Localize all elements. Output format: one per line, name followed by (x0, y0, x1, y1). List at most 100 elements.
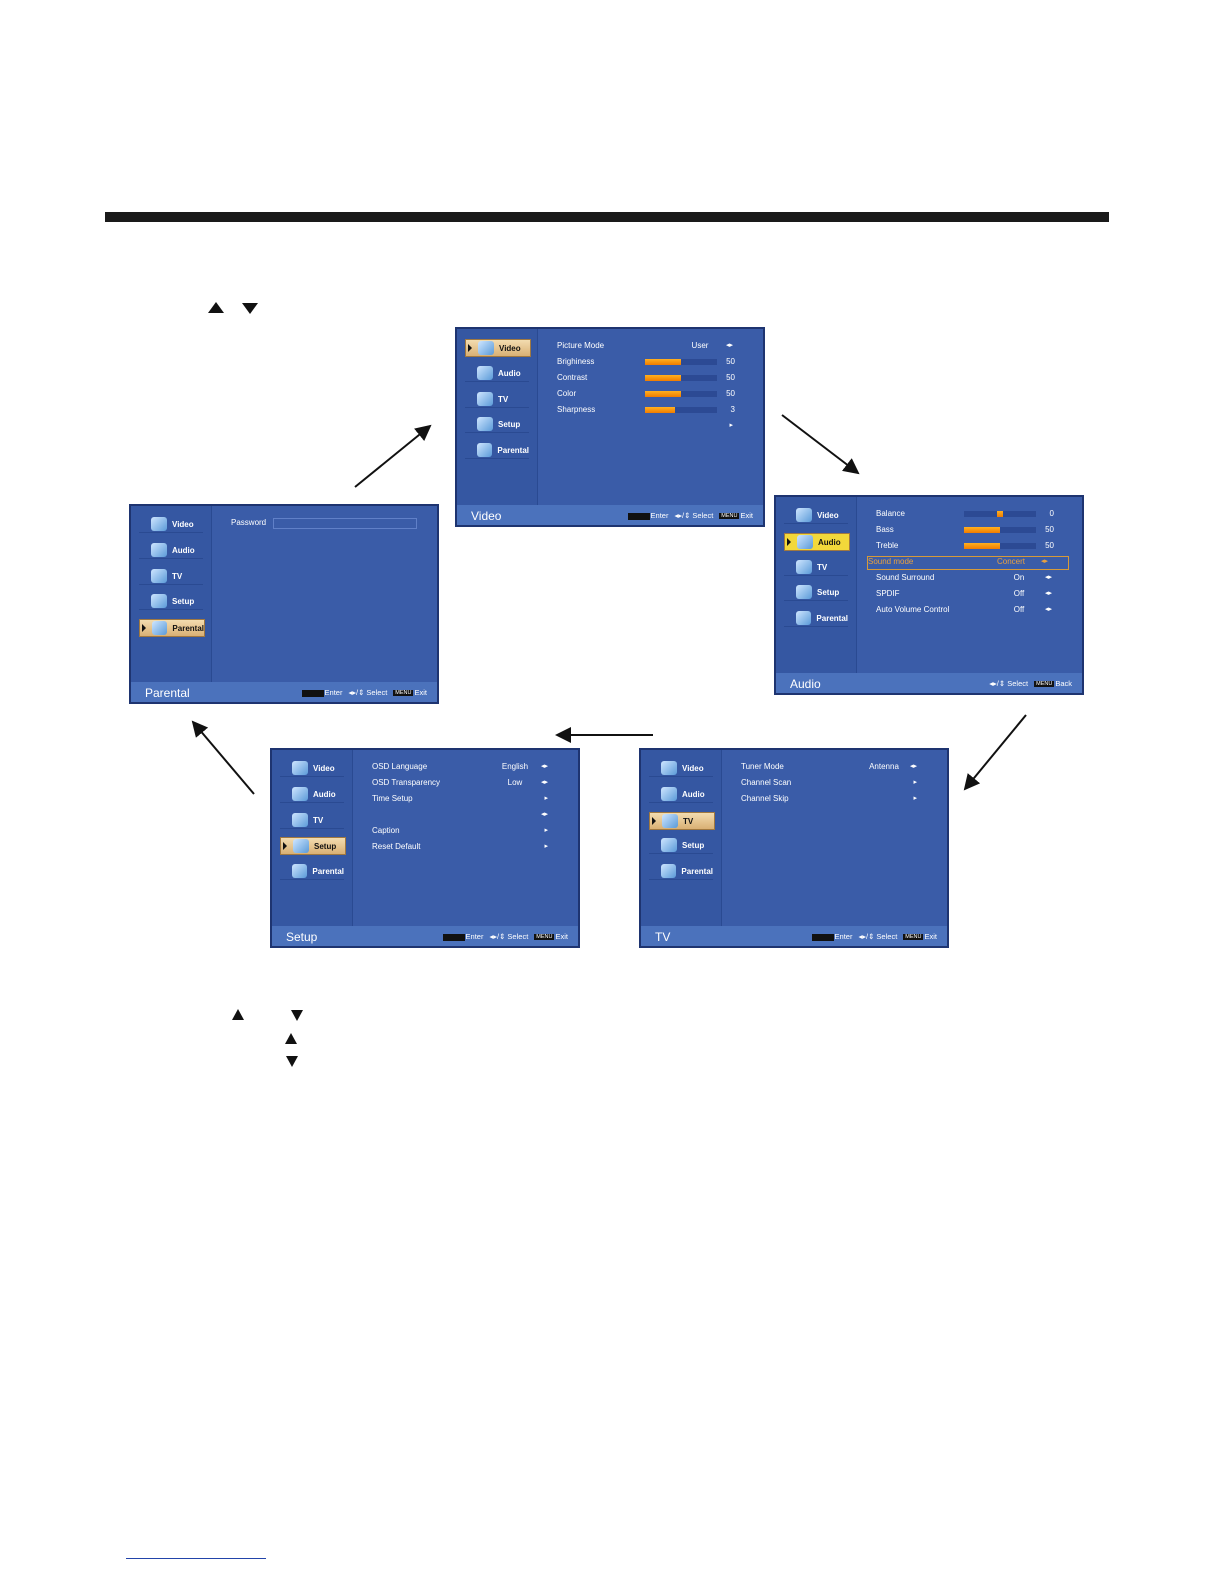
menu-item-audio[interactable]: Audio (784, 533, 850, 551)
menu-item-setup[interactable]: Setup (280, 837, 346, 855)
left-right-arrow-icon: ◂▸ (1044, 574, 1052, 581)
menu-item-label: Video (499, 343, 521, 353)
menu-item-setup[interactable]: Setup (784, 584, 848, 601)
setting-row[interactable]: Contrast 50 (557, 373, 753, 385)
menu-item-label: Video (313, 763, 335, 773)
submenu-arrow-icon: ▸ (544, 843, 548, 850)
caret-right-icon (468, 344, 472, 352)
setting-row[interactable]: Reset Default ▸ (372, 842, 568, 854)
setting-row[interactable]: ◂▸ (372, 810, 568, 822)
menu-item-video[interactable]: Video (139, 516, 203, 533)
setting-slider[interactable] (645, 391, 717, 397)
menu-item-tv[interactable]: TV (280, 812, 344, 829)
setting-label: Caption (372, 826, 400, 835)
menu-item-label: TV (683, 816, 694, 826)
setting-row[interactable]: Brighiness 50 (557, 357, 753, 369)
setting-row[interactable]: Password (231, 518, 427, 530)
hint-enter: Enter (811, 932, 852, 941)
setting-number: 3 (730, 405, 735, 414)
menu-item-tv[interactable]: TV (784, 559, 848, 576)
menu-item-setup[interactable]: Setup (139, 593, 203, 610)
setting-row[interactable]: Picture Mode User ◂▸ (557, 341, 753, 353)
setting-row[interactable]: OSD Transparency Low ◂▸ (372, 778, 568, 790)
menu-item-tv[interactable]: TV (465, 391, 529, 408)
setting-row[interactable]: ▸ (557, 421, 753, 433)
osd-title: Setup (286, 930, 318, 944)
menu-item-audio[interactable]: Audio (139, 542, 203, 559)
osd-footer: Parental Enter ◂▸/⇕ Select MENU Exit (131, 682, 437, 702)
menu-item-parental[interactable]: Parental (280, 863, 344, 880)
setting-row[interactable]: Bass 50 (876, 525, 1072, 537)
film-reel-icon (477, 392, 493, 406)
osd-title: TV (655, 930, 671, 944)
menu-item-audio[interactable]: Audio (649, 786, 713, 803)
setting-row[interactable]: Auto Volume Control Off ◂▸ (876, 605, 1072, 617)
submenu-arrow-icon: ▸ (544, 795, 548, 802)
setting-slider[interactable] (964, 511, 1036, 517)
setting-row[interactable]: Time Setup ▸ (372, 794, 568, 806)
setting-label: Sharpness (557, 405, 596, 414)
up-arrow-icon (232, 1009, 244, 1020)
setting-slider[interactable] (964, 543, 1036, 549)
menu-item-parental[interactable]: Parental (784, 610, 848, 627)
setting-slider[interactable] (645, 375, 717, 381)
setting-slider[interactable] (645, 407, 717, 413)
caret-right-icon (652, 817, 656, 825)
setting-number: 0 (1049, 509, 1054, 518)
menu-item-tv[interactable]: TV (649, 812, 715, 830)
setting-row[interactable]: Color 50 (557, 389, 753, 401)
osd-sidebar: Video Audio TV Setup Parental (776, 497, 857, 673)
menu-item-audio[interactable]: Audio (280, 786, 344, 803)
menu-item-audio[interactable]: Audio (465, 365, 529, 382)
speaker-icon (661, 787, 677, 801)
setting-label: OSD Transparency (372, 778, 441, 787)
setting-row[interactable]: Channel Skip ▸ (741, 794, 937, 806)
setting-slider[interactable] (964, 527, 1036, 533)
menu-item-video[interactable]: Video (465, 339, 531, 357)
setting-row[interactable]: Balance 0 (876, 509, 1072, 521)
setting-value: Off (1013, 605, 1025, 614)
enter-key-icon (301, 689, 324, 697)
left-right-arrow-icon: ◂▸ (540, 811, 548, 818)
menu-item-label: Audio (172, 545, 195, 555)
menu-item-setup[interactable]: Setup (465, 416, 529, 433)
setting-row[interactable]: OSD Language English ◂▸ (372, 762, 568, 774)
setting-row[interactable]: Channel Scan ▸ (741, 778, 937, 790)
setting-row[interactable]: Caption ▸ (372, 826, 568, 838)
menu-item-label: Audio (498, 368, 521, 378)
menu-item-parental[interactable]: Parental (465, 442, 529, 459)
setting-row[interactable]: Sharpness 3 (557, 405, 753, 417)
speaker-icon (292, 787, 308, 801)
menu-item-label: Setup (498, 419, 521, 429)
menu-item-video[interactable]: Video (649, 760, 713, 777)
enter-key-icon (811, 933, 834, 941)
caret-right-icon (787, 538, 791, 546)
setting-row[interactable]: Treble 50 (876, 541, 1072, 553)
setting-label: Sound Surround (876, 573, 935, 582)
setting-row[interactable]: SPDIF Off ◂▸ (876, 589, 1072, 601)
hint-exit: MENU Exit (719, 511, 753, 520)
hint-select: ◂▸/⇕ Select (858, 932, 898, 941)
menu-item-video[interactable]: Video (784, 507, 848, 524)
hint-exit: MENU Exit (903, 932, 937, 941)
setting-row[interactable]: Tuner Mode Antenna ◂▸ (741, 762, 937, 774)
hint-enter: Enter (627, 511, 668, 520)
setting-row[interactable]: Sound Surround On ◂▸ (876, 573, 1072, 585)
menu-item-setup[interactable]: Setup (649, 837, 713, 854)
menu-item-label: Setup (817, 587, 840, 597)
menu-item-video[interactable]: Video (280, 760, 344, 777)
menu-item-parental[interactable]: Parental (649, 863, 713, 880)
submenu-arrow-icon: ▸ (913, 779, 917, 786)
menu-item-parental[interactable]: Parental (139, 619, 205, 637)
hint-enter: Enter (301, 688, 342, 697)
left-right-arrow-icon: ◂▸ (1044, 590, 1052, 597)
password-input[interactable] (273, 518, 417, 529)
hint-back: MENU Back (1034, 679, 1072, 688)
footer-hints: ◂▸/⇕ Select MENU Back (989, 679, 1072, 688)
setting-row[interactable]: Sound mode Concert ◂▸ (867, 556, 1069, 570)
speaker-icon (151, 543, 167, 557)
menu-item-tv[interactable]: TV (139, 568, 203, 585)
setting-slider[interactable] (645, 359, 717, 365)
wrench-icon (293, 839, 309, 853)
menu-item-label: Parental (681, 866, 713, 876)
